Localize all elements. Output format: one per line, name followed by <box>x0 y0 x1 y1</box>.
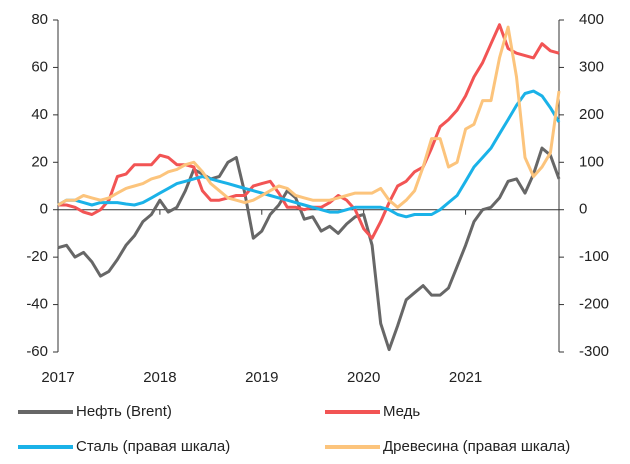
series-line <box>57 89 561 219</box>
legend-label: Медь <box>383 403 420 420</box>
y2-tick-label: 100 <box>579 153 604 170</box>
y2-tick-label: -200 <box>579 296 609 313</box>
y2-tick-label: 400 <box>579 11 604 28</box>
y-tick-label: 20 <box>31 153 48 170</box>
legend-label: Нефть (Brent) <box>76 403 172 420</box>
x-tick-label: 2017 <box>41 369 74 386</box>
y-tick-label: 80 <box>31 11 48 28</box>
y2-tick-label: 0 <box>579 201 587 218</box>
legend-label: Сталь (правая шкала) <box>76 438 230 455</box>
x-tick-label: 2018 <box>143 369 176 386</box>
legend-label: Древесина (правая шкала) <box>383 438 570 455</box>
y2-tick-label: 200 <box>579 106 604 123</box>
y2-tick-label: -100 <box>579 248 609 265</box>
x-tick-label: 2019 <box>245 369 278 386</box>
y-tick-label: 40 <box>31 106 48 123</box>
y-tick-label: -40 <box>26 296 48 313</box>
y2-tick-label: -300 <box>579 343 609 360</box>
series-line <box>57 146 561 352</box>
y-tick-label: -60 <box>26 343 48 360</box>
series-line <box>57 25 561 209</box>
y-tick-label: -20 <box>26 248 48 265</box>
y-tick-label: 0 <box>40 201 48 218</box>
series-line <box>58 23 560 240</box>
x-tick-label: 2021 <box>449 369 482 386</box>
y2-tick-label: 300 <box>579 58 604 75</box>
y-tick-label: 60 <box>31 58 48 75</box>
x-tick-label: 2020 <box>347 369 380 386</box>
